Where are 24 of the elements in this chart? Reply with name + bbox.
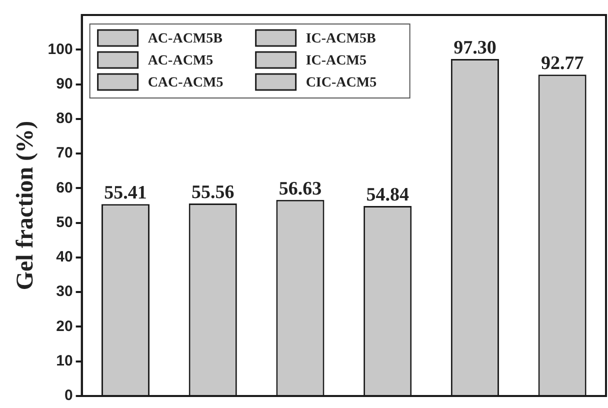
data-label: 56.63 xyxy=(278,178,322,200)
legend-label: CIC-ACM5 xyxy=(306,76,377,91)
data-label: 54.84 xyxy=(366,184,410,206)
y-tick-label: 10 xyxy=(56,352,73,370)
data-label: 55.56 xyxy=(191,182,234,203)
legend-label: IC-ACM5B xyxy=(306,32,376,47)
y-tick-label: 0 xyxy=(64,387,73,404)
y-tick-label: 80 xyxy=(56,110,73,128)
y-tick-label: 40 xyxy=(56,248,73,266)
y-tick-label: 60 xyxy=(56,179,73,196)
y-tick-label: 20 xyxy=(56,318,73,335)
y-tick-label: 100 xyxy=(48,40,73,58)
data-label: 92.77 xyxy=(540,53,584,74)
legend-label: AC-ACM5B xyxy=(148,32,222,47)
y-tick-label: 70 xyxy=(56,144,73,162)
data-label: 97.30 xyxy=(454,37,496,58)
legend-label: CAC-ACM5 xyxy=(148,76,224,91)
legend-label: IC-ACM5 xyxy=(306,54,366,69)
y-axis-title: Gel fraction (%) xyxy=(12,120,39,290)
y-tick-label: 30 xyxy=(56,283,73,300)
y-tick-label: 90 xyxy=(56,75,73,92)
data-label: 55.41 xyxy=(104,182,147,204)
legend-label: AC-ACM5 xyxy=(148,54,214,69)
y-tick-label: 50 xyxy=(56,214,73,231)
